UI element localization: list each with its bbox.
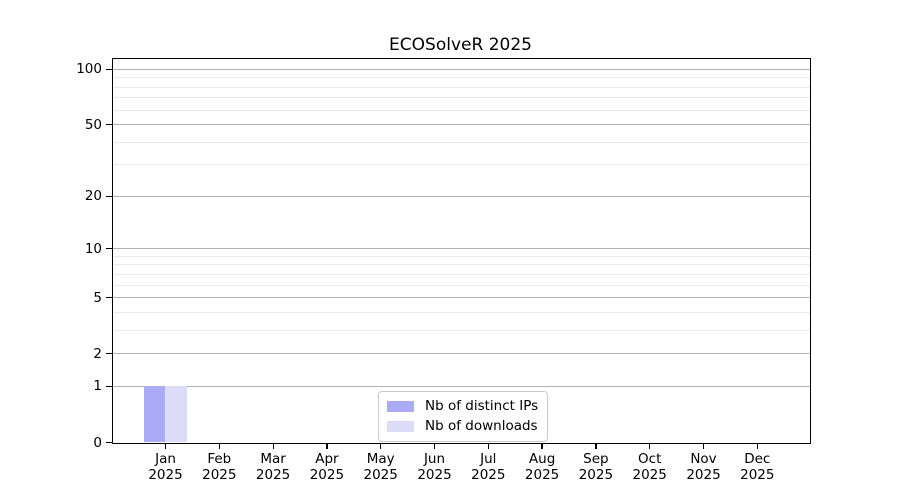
gridline-major (112, 195, 810, 197)
gridline-major (112, 68, 810, 70)
gridline-minor (112, 311, 810, 313)
month-label: Mar (260, 450, 286, 467)
bars-layer (113, 59, 810, 443)
month-label: Nov (690, 450, 717, 467)
y-tick-label: 10 (84, 240, 102, 257)
x-tick-mark (272, 444, 274, 449)
x-tick-label: Jun 2025 (405, 451, 465, 484)
x-tick-label: Feb 2025 (189, 451, 249, 484)
gridline-minor (112, 86, 810, 88)
y-tick-mark (106, 68, 112, 70)
year-label: 2025 (255, 467, 291, 483)
x-tick-mark (702, 444, 705, 449)
x-tick-label: Aug 2025 (512, 451, 572, 484)
year-label: 2025 (309, 467, 345, 483)
gridline-minor (112, 255, 810, 257)
gridline-major (112, 353, 810, 355)
year-label: 2025 (148, 467, 183, 483)
year-label: 2025 (578, 467, 614, 483)
bar (143, 385, 165, 442)
y-tick-mark (106, 123, 112, 126)
x-tick-label: Oct 2025 (620, 451, 680, 484)
year-label: 2025 (686, 467, 721, 483)
x-tick-mark (595, 444, 597, 449)
y-tick-label: 1 (93, 378, 102, 395)
y-tick-label: 2 (93, 345, 102, 362)
y-tick-label: 0 (93, 434, 102, 451)
y-tick-mark (106, 441, 112, 444)
month-label: Jun (423, 450, 446, 467)
year-label: 2025 (202, 467, 237, 483)
y-tick-label: 20 (84, 188, 102, 205)
gridline-minor (112, 264, 810, 266)
legend-item-label: Nb of downloads (425, 418, 538, 434)
gridline-minor (112, 273, 810, 275)
y-tick-mark (106, 353, 112, 355)
gridline-minor (112, 77, 810, 79)
month-label: Apr (315, 450, 339, 467)
legend-swatch (387, 421, 414, 432)
y-tick-mark (106, 297, 112, 299)
year-label: 2025 (471, 467, 506, 483)
legend-item: Nb of downloads (387, 418, 538, 435)
y-tick-label: 50 (84, 116, 102, 133)
gridline-minor (112, 97, 810, 99)
x-tick-mark (218, 444, 220, 449)
year-label: 2025 (417, 467, 452, 483)
plot-area (111, 58, 811, 444)
legend-swatch (387, 401, 414, 412)
x-tick-mark (433, 444, 436, 449)
x-tick-mark (487, 444, 489, 449)
legend-item-label: Nb of distinct IPs (425, 398, 539, 414)
x-tick-mark (380, 444, 382, 449)
year-label: 2025 (524, 467, 560, 483)
y-tick-mark (106, 385, 112, 388)
legend: Nb of distinct IPs Nb of downloads (378, 391, 549, 442)
gridline-minor (112, 164, 810, 166)
month-label: Jul (480, 450, 497, 467)
y-tick-label: 100 (76, 61, 102, 78)
x-tick-label: Nov 2025 (674, 451, 734, 484)
bar (165, 385, 187, 442)
month-label: May (366, 450, 395, 467)
x-tick-mark (541, 444, 543, 449)
x-tick-mark (164, 444, 167, 449)
gridline-minor (112, 141, 810, 143)
chart-title: ECOSolveR 2025 (389, 35, 532, 55)
y-tick-mark (106, 248, 112, 250)
gridline-major (112, 385, 810, 387)
x-tick-label: Apr 2025 (297, 451, 357, 484)
x-tick-label: Sep 2025 (566, 451, 626, 484)
month-label: Jan (155, 450, 176, 467)
x-tick-mark (649, 444, 651, 449)
year-label: 2025 (740, 467, 775, 483)
gridline-major (112, 297, 810, 299)
gridline-minor (112, 284, 810, 286)
x-tick-label: Dec 2025 (727, 451, 787, 484)
gridline-major (112, 124, 810, 125)
month-label: Oct (638, 450, 662, 467)
x-tick-label: May 2025 (351, 451, 411, 484)
x-tick-label: Jul 2025 (458, 451, 518, 484)
legend-item: Nb of distinct IPs (387, 398, 538, 415)
x-tick-label: Jan 2025 (136, 451, 196, 484)
x-tick-mark (756, 444, 758, 449)
gridline-minor (112, 109, 810, 111)
year-label: 2025 (363, 467, 398, 483)
x-tick-label: Mar 2025 (243, 451, 303, 484)
gridlines-layer (112, 59, 810, 443)
month-label: Feb (207, 450, 232, 467)
y-tick-label: 5 (93, 289, 102, 306)
year-label: 2025 (632, 467, 667, 483)
gridline-minor (112, 329, 810, 331)
month-label: Aug (528, 450, 556, 467)
x-tick-mark (326, 444, 328, 449)
month-label: Sep (583, 450, 609, 467)
gridline-major (112, 248, 810, 250)
y-tick-mark (106, 195, 112, 197)
month-label: Dec (744, 450, 771, 467)
